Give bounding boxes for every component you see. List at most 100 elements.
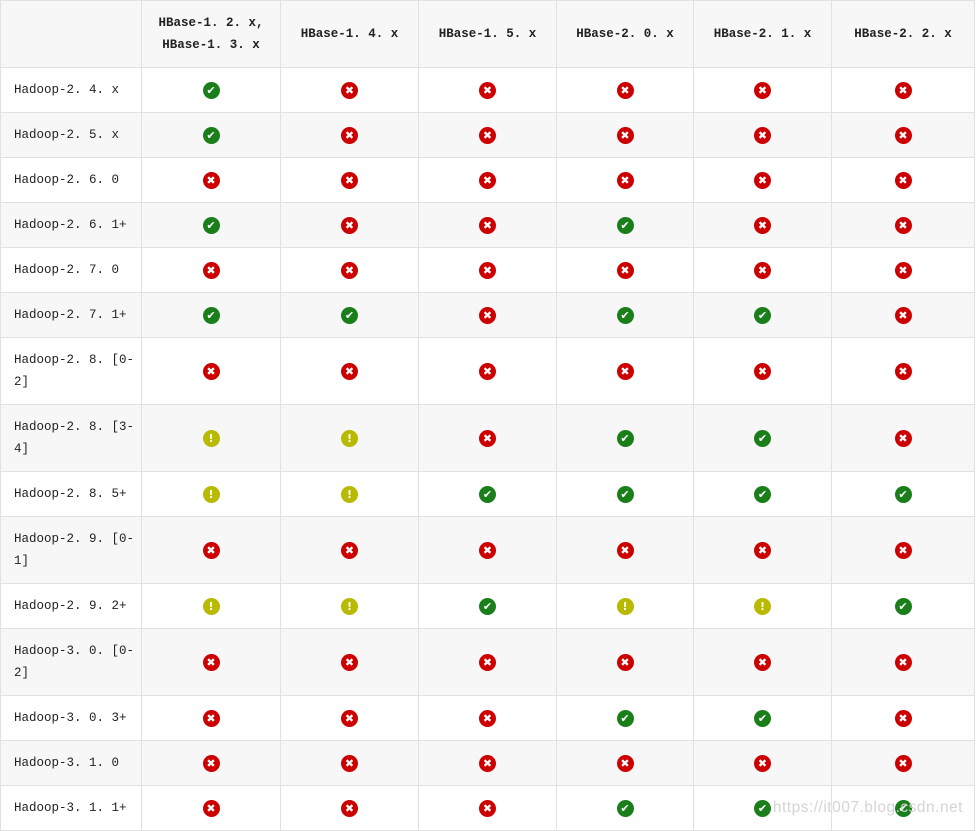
- cross-icon: ✖: [341, 171, 358, 189]
- check-icon: ✔: [754, 485, 771, 503]
- status-cell: ✖: [693, 67, 832, 113]
- cross-icon: ✖: [479, 171, 496, 189]
- status-cell: ✖: [831, 247, 975, 293]
- status-cell: !: [280, 471, 419, 517]
- status-cell: ✖: [693, 157, 832, 203]
- status-cell: ✖: [280, 740, 419, 786]
- cross-icon: ✖: [894, 171, 912, 189]
- cross-icon: ✖: [341, 709, 358, 727]
- cross-icon: ✖: [894, 709, 912, 727]
- table-row: Hadoop-3. 0. 3+ ✖ ✖ ✖ ✔ ✔ ✖: [0, 695, 975, 741]
- status-cell: ✔: [556, 695, 694, 741]
- status-cell: !: [280, 404, 419, 472]
- row-header: Hadoop-2. 8. [0- 2]: [0, 337, 142, 405]
- cross-icon: ✖: [341, 261, 358, 279]
- cross-icon: ✖: [616, 261, 634, 279]
- row-header: Hadoop-2. 8. 5+: [0, 471, 142, 517]
- status-cell: ✔: [831, 583, 975, 629]
- status-cell: ✖: [280, 67, 419, 113]
- cross-icon: ✖: [616, 126, 634, 144]
- warning-icon: !: [202, 429, 220, 447]
- status-cell: ✖: [693, 740, 832, 786]
- cross-icon: ✖: [616, 362, 634, 380]
- cross-icon: ✖: [479, 81, 496, 99]
- cross-icon: ✖: [341, 799, 358, 817]
- status-cell: ✖: [141, 695, 281, 741]
- warning-icon: !: [341, 429, 358, 447]
- cross-icon: ✖: [479, 216, 496, 234]
- status-cell: ✖: [418, 785, 557, 831]
- cross-icon: ✖: [479, 429, 496, 447]
- status-cell: ✖: [418, 67, 557, 113]
- status-cell: ✔: [556, 404, 694, 472]
- cross-icon: ✖: [894, 653, 912, 671]
- status-cell: ✖: [556, 740, 694, 786]
- status-cell: ✔: [556, 202, 694, 248]
- status-cell: ✖: [418, 740, 557, 786]
- row-header: Hadoop-3. 1. 0: [0, 740, 142, 786]
- warning-icon: !: [202, 485, 220, 503]
- row-header: Hadoop-2. 5. x: [0, 112, 142, 158]
- row-header: Hadoop-2. 6. 1+: [0, 202, 142, 248]
- status-cell: ✔: [418, 583, 557, 629]
- check-icon: ✔: [616, 306, 634, 324]
- status-cell: ✔: [141, 112, 281, 158]
- status-cell: ✖: [418, 404, 557, 472]
- status-cell: ✖: [556, 337, 694, 405]
- row-header: Hadoop-2. 6. 0: [0, 157, 142, 203]
- cross-icon: ✖: [341, 126, 358, 144]
- check-icon: ✔: [894, 597, 912, 615]
- cross-icon: ✖: [894, 754, 912, 772]
- status-cell: ✖: [141, 247, 281, 293]
- row-header: Hadoop-2. 9. [0- 1]: [0, 516, 142, 584]
- row-header: Hadoop-2. 7. 1+: [0, 292, 142, 338]
- cross-icon: ✖: [616, 81, 634, 99]
- status-cell: ✖: [556, 628, 694, 696]
- check-icon: ✔: [754, 799, 771, 817]
- cross-icon: ✖: [616, 653, 634, 671]
- table-row: Hadoop-2. 8. [0- 2] ✖ ✖ ✖ ✖ ✖ ✖: [0, 337, 975, 405]
- status-cell: ✔: [141, 202, 281, 248]
- table-row: Hadoop-2. 9. [0- 1] ✖ ✖ ✖ ✖ ✖ ✖: [0, 516, 975, 584]
- check-icon: ✔: [202, 81, 220, 99]
- status-cell: ✔: [693, 292, 832, 338]
- status-cell: ✖: [831, 292, 975, 338]
- status-cell: ✖: [693, 247, 832, 293]
- cross-icon: ✖: [616, 541, 634, 559]
- table-row: Hadoop-2. 7. 1+ ✔ ✔ ✖ ✔ ✔ ✖: [0, 292, 975, 338]
- status-cell: ✖: [141, 516, 281, 584]
- check-icon: ✔: [894, 799, 912, 817]
- column-header: HBase-2. 2. x: [831, 0, 975, 68]
- cross-icon: ✖: [894, 126, 912, 144]
- status-cell: ✔: [141, 67, 281, 113]
- status-cell: ✖: [556, 67, 694, 113]
- watermark: https://it007.blog.csdn.net: [772, 799, 963, 816]
- cross-icon: ✖: [894, 216, 912, 234]
- row-header: Hadoop-3. 0. [0- 2]: [0, 628, 142, 696]
- cross-icon: ✖: [894, 306, 912, 324]
- status-cell: ✖: [280, 202, 419, 248]
- row-header: Hadoop-2. 9. 2+: [0, 583, 142, 629]
- check-icon: ✔: [479, 597, 496, 615]
- status-cell: ✖: [556, 157, 694, 203]
- cross-icon: ✖: [341, 362, 358, 380]
- status-cell: ✖: [418, 202, 557, 248]
- status-cell: ✖: [831, 628, 975, 696]
- check-icon: ✔: [754, 429, 771, 447]
- row-header: Hadoop-2. 8. [3- 4]: [0, 404, 142, 472]
- cross-icon: ✖: [479, 306, 496, 324]
- cross-icon: ✖: [479, 362, 496, 380]
- check-icon: ✔: [202, 306, 220, 324]
- column-header: HBase-1. 2. x, HBase-1. 3. x: [141, 0, 281, 68]
- table-row: Hadoop-2. 8. [3- 4]!! ✖ ✔ ✔ ✖: [0, 404, 975, 472]
- status-cell: ✖: [418, 157, 557, 203]
- table-row: Hadoop-3. 0. [0- 2] ✖ ✖ ✖ ✖ ✖ ✖: [0, 628, 975, 696]
- status-cell: ✖: [280, 516, 419, 584]
- status-cell: ✖: [831, 740, 975, 786]
- status-cell: ✖: [141, 785, 281, 831]
- status-cell: ✔: [280, 292, 419, 338]
- cross-icon: ✖: [341, 216, 358, 234]
- cross-icon: ✖: [894, 429, 912, 447]
- status-cell: ✔: [831, 471, 975, 517]
- cross-icon: ✖: [894, 261, 912, 279]
